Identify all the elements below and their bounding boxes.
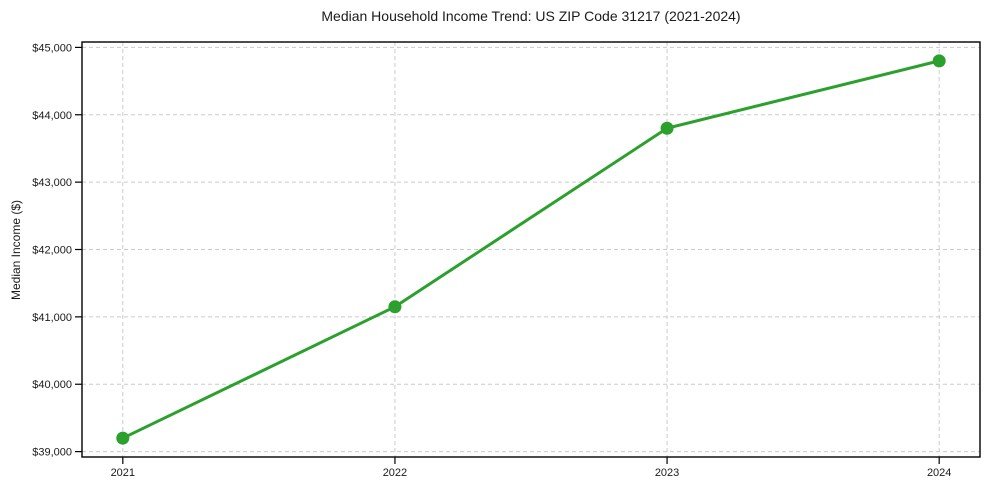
data-point-marker — [932, 54, 946, 68]
y-tick-label: $43,000 — [32, 177, 72, 189]
y-tick-label: $41,000 — [32, 312, 72, 324]
trend-line — [121, 59, 941, 440]
data-point-marker — [660, 121, 674, 135]
y-tick-label: $45,000 — [32, 42, 72, 54]
x-tick-label: 2022 — [383, 467, 407, 479]
x-tick-label: 2021 — [111, 467, 135, 479]
y-tick-label: $42,000 — [32, 245, 72, 257]
plot-area: $39,000 $40,000 $41,000 $42,000 $43,000 $44,0… — [32, 41, 981, 479]
chart-title: Median Household Income Trend: US ZIP Co… — [321, 8, 740, 24]
y-tick-label: $39,000 — [32, 447, 72, 459]
data-point-marker — [388, 300, 402, 314]
y-axis-label: Median Income ($) — [9, 200, 23, 300]
x-tick-label: 2024 — [927, 467, 951, 479]
y-tick-label: $40,000 — [32, 379, 72, 391]
data-point-marker — [116, 431, 130, 445]
y-tick-label: $44,000 — [32, 110, 72, 122]
x-tick-label: 2023 — [655, 467, 679, 479]
